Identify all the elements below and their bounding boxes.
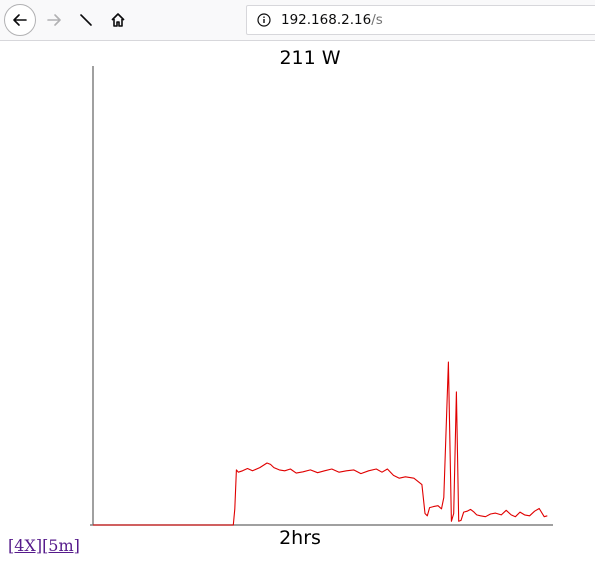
address-bar[interactable]: 192.168.2.16/s <box>246 5 595 35</box>
home-icon <box>111 13 125 27</box>
reload-button[interactable] <box>70 4 102 36</box>
site-info-icon[interactable] <box>257 13 271 27</box>
link-5m[interactable]: [5m] <box>42 536 80 555</box>
link-4x[interactable]: [4X] <box>8 536 43 555</box>
url-text[interactable]: 192.168.2.16/s <box>281 12 383 28</box>
home-button[interactable] <box>102 4 134 36</box>
back-arrow-icon <box>13 14 27 26</box>
forward-button[interactable] <box>38 4 70 36</box>
page-content: 211 W 2hrs [4X][5m] <box>0 41 595 568</box>
url-host: 192.168.2.16 <box>281 12 372 28</box>
forward-arrow-icon <box>47 14 61 26</box>
back-button[interactable] <box>4 4 36 36</box>
power-chart <box>90 66 553 526</box>
x-axis-label: 2hrs <box>279 527 321 549</box>
stop-icon <box>80 14 92 26</box>
browser-toolbar: 192.168.2.16/s <box>0 0 595 41</box>
chart-title: 211 W <box>279 47 341 69</box>
power-series-line <box>93 361 548 526</box>
zoom-links: [4X][5m] <box>8 536 80 555</box>
url-path: /s <box>371 12 383 28</box>
